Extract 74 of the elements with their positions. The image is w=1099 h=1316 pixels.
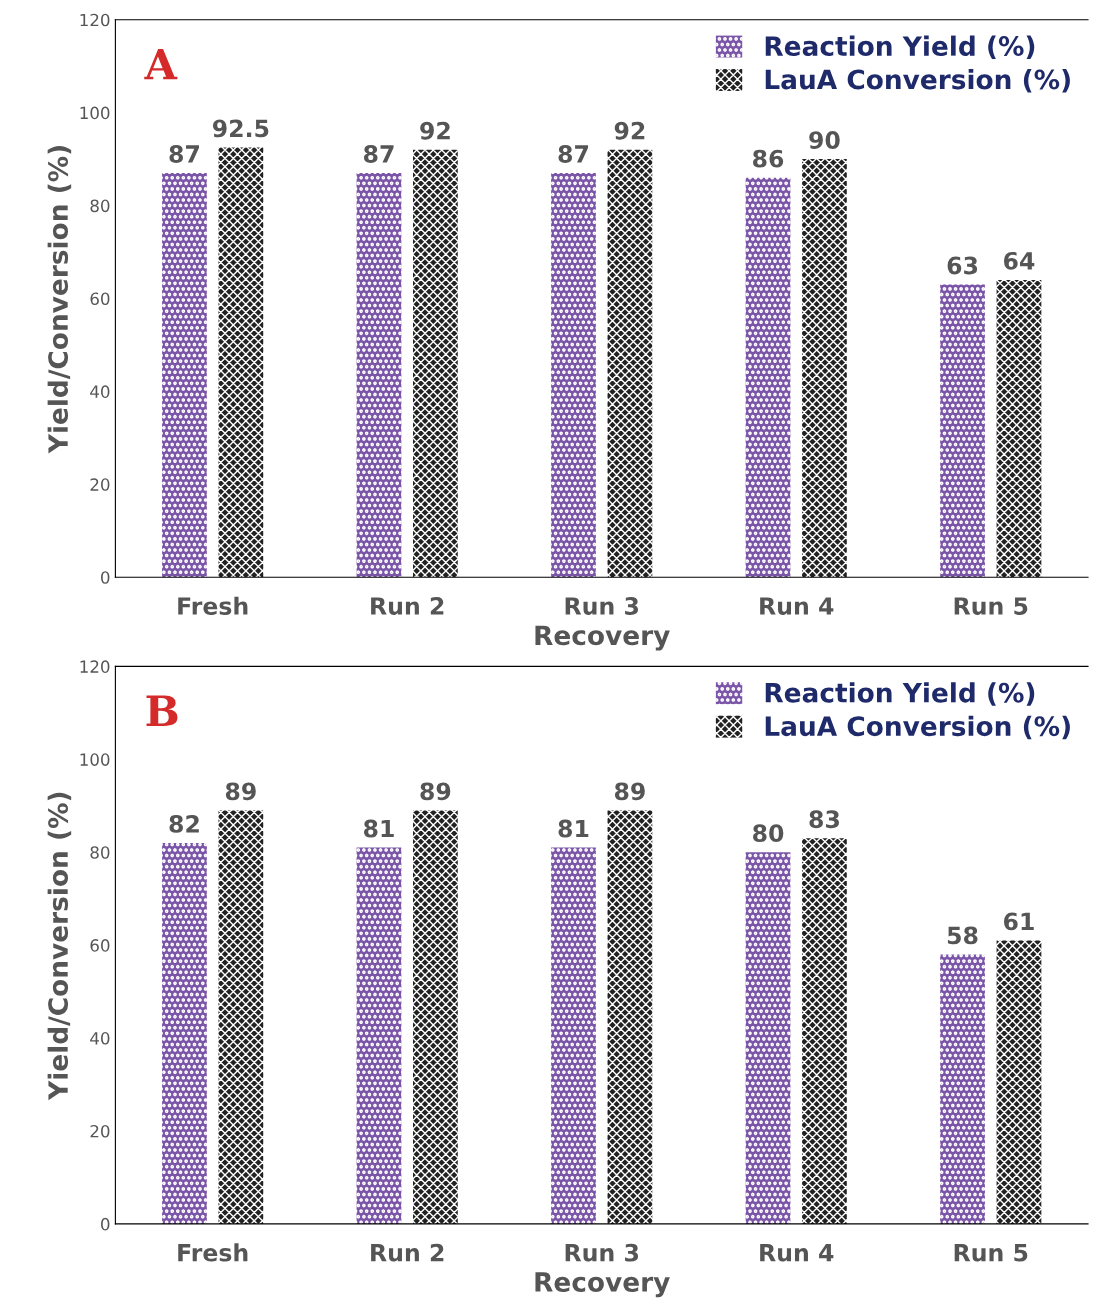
y-axis-title: Yield/Conversion (%): [47, 146, 72, 454]
bar: [218, 810, 264, 1224]
bar: [940, 284, 985, 578]
data-label: 86: [753, 149, 784, 168]
x-tick-label: Run 2: [371, 1243, 444, 1262]
bar: [607, 149, 653, 578]
bar: [607, 810, 653, 1224]
y-tick-label: 0: [101, 1217, 110, 1231]
legend-label: Reaction Yield (%): [765, 682, 1035, 706]
x-tick-label: Run 3: [565, 597, 639, 615]
bar: [413, 149, 458, 578]
y-tick-label: 20: [90, 478, 110, 491]
y-tick-label: 20: [90, 1124, 110, 1138]
bar: [745, 852, 791, 1224]
bar: [745, 177, 791, 578]
bar: [356, 847, 402, 1224]
bar: [162, 173, 207, 578]
bar: [940, 954, 985, 1224]
y-tick-label: 100: [80, 106, 110, 120]
data-label: 87: [558, 145, 589, 163]
text: B: [146, 695, 178, 726]
y-tick-label: 120: [80, 660, 110, 673]
data-label: 81: [558, 819, 589, 838]
bar: [996, 940, 1042, 1224]
bar: [218, 147, 264, 578]
bar: [413, 810, 458, 1224]
data-label: 63: [947, 256, 978, 275]
bar: [551, 847, 596, 1224]
y-tick-label: 40: [90, 1032, 110, 1045]
legend-label: Reaction Yield (%): [765, 35, 1035, 60]
data-label: 82: [169, 814, 199, 833]
data-label: 87: [169, 145, 199, 163]
x-tick-label: Fresh: [178, 1243, 248, 1262]
data-label: 92: [614, 121, 645, 140]
data-label: 80: [753, 824, 784, 843]
data-label: 87: [363, 145, 394, 163]
y-tick-label: 120: [80, 13, 110, 27]
x-axis-title: Recovery: [535, 1272, 670, 1298]
data-label: 64: [1003, 251, 1035, 270]
x-tick-label: Run 4: [760, 1244, 834, 1262]
data-label: 92: [420, 121, 450, 140]
x-tick-label: Run 2: [371, 597, 444, 615]
data-label: 89: [614, 782, 645, 801]
data-label: 90: [809, 131, 840, 149]
data-label: 61: [1003, 912, 1034, 931]
x-tick-label: Run 3: [565, 1243, 639, 1262]
x-tick-label: Run 5: [954, 597, 1028, 615]
data-label: 89: [420, 782, 451, 801]
bar: [996, 279, 1042, 578]
legend-label: LauA Conversion (%): [765, 69, 1070, 93]
data-label: 83: [809, 810, 839, 829]
bar: [802, 838, 847, 1224]
x-tick-label: Run 5: [954, 1244, 1028, 1262]
y-tick-label: 80: [90, 199, 110, 213]
data-label: 81: [363, 819, 394, 838]
text: A: [144, 48, 178, 80]
legend-label: LauA Conversion (%): [765, 715, 1070, 740]
x-tick-label: Fresh: [178, 596, 248, 615]
y-tick-label: 0: [101, 571, 110, 584]
y-tick-label: 40: [90, 385, 110, 398]
y-tick-label: 60: [90, 939, 110, 952]
bar: [551, 173, 596, 578]
y-tick-label: 100: [80, 753, 110, 766]
bar: [802, 159, 847, 578]
x-tick-label: Run 4: [760, 597, 834, 615]
data-label: 89: [225, 782, 256, 801]
bar: [356, 173, 402, 578]
bar: [162, 842, 207, 1224]
y-tick-label: 60: [90, 292, 110, 306]
y-tick-label: 80: [90, 846, 110, 859]
y-axis-title: Yield/Conversion (%): [47, 792, 72, 1101]
data-label: 92.5: [212, 119, 269, 138]
x-axis-title: Recovery: [535, 625, 670, 651]
data-label: 58: [947, 926, 978, 945]
